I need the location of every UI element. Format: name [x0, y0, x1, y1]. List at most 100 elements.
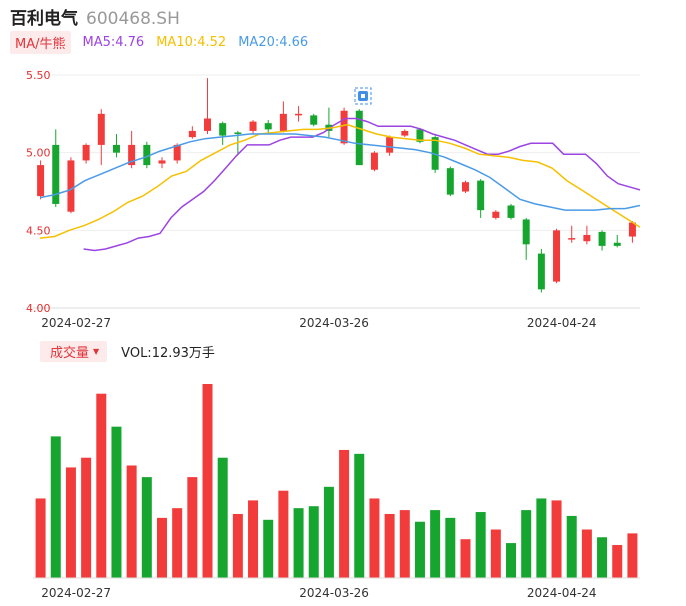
volume-bar — [172, 508, 183, 578]
volume-bar — [232, 513, 243, 578]
candle-body — [204, 118, 212, 131]
volume-bar — [202, 384, 213, 578]
candle-body — [613, 242, 621, 246]
candle-body — [386, 137, 394, 153]
y-tick-label: 4.50 — [26, 224, 51, 237]
candle-body — [249, 121, 257, 131]
event-marker-icon[interactable] — [354, 87, 372, 105]
price-grid — [33, 74, 640, 309]
volume-tab-label: 成交量 — [50, 345, 90, 361]
candle-body — [537, 253, 545, 290]
volume-bar — [460, 539, 471, 578]
volume-bar — [217, 457, 228, 578]
volume-bar — [354, 453, 365, 578]
candle-body — [128, 144, 136, 166]
volume-bar — [248, 500, 259, 578]
volume-bar — [156, 517, 167, 578]
volume-bar — [65, 467, 76, 578]
volume-bar — [50, 436, 61, 578]
candle-body — [461, 182, 469, 192]
stock-name: 百利电气 — [10, 9, 78, 29]
candle-body — [431, 137, 439, 170]
volume-indicator-tab[interactable]: 成交量 ▼ — [40, 340, 108, 362]
candle-body — [67, 160, 75, 212]
candle-body — [628, 222, 636, 237]
x-tick-label: 2024-04-24 — [527, 586, 597, 600]
x-tick-label: 2024-04-24 — [527, 316, 597, 330]
candle-body — [446, 168, 454, 195]
candle-body — [522, 219, 530, 245]
ma-indicator-tab[interactable]: MA/牛熊 — [10, 30, 71, 54]
ma10-line — [39, 123, 641, 239]
candle-body — [82, 144, 90, 161]
candle-body — [219, 123, 227, 136]
candle-body — [310, 115, 318, 125]
candle-body — [143, 144, 151, 166]
caret-down-icon: ▼ — [93, 346, 100, 356]
stock-code: 600468.SH — [86, 9, 180, 29]
x-tick-label: 2024-02-27 — [41, 586, 111, 600]
ma20-line — [39, 133, 641, 211]
volume-bar — [278, 490, 289, 578]
volume-bars — [33, 384, 640, 579]
volume-bar — [551, 500, 562, 578]
volume-bar — [126, 465, 137, 578]
volume-bar — [581, 529, 592, 578]
candle-body — [355, 110, 363, 166]
candle-body — [234, 132, 242, 135]
volume-bar — [612, 545, 623, 578]
y-tick-label: 4.00 — [26, 302, 51, 315]
candle-body — [37, 165, 45, 197]
candle-body — [598, 231, 606, 246]
candle-body — [188, 130, 196, 138]
volume-bar — [475, 512, 486, 578]
candle-body — [416, 129, 424, 142]
volume-bar — [445, 517, 456, 578]
x-tick-label: 2024-03-26 — [299, 586, 369, 600]
ma-legend: MA/牛熊 MA5:4.76 MA10:4.52 MA20:4.66 — [10, 30, 309, 54]
price-x-axis: 2024-02-27 2024-03-26 2024-04-24 — [41, 316, 596, 330]
stock-header: 百利电气 600468.SH — [10, 4, 180, 29]
moving-average-lines — [39, 117, 641, 252]
volume-legend: 成交量 ▼ VOL:12.93万手 — [40, 340, 215, 362]
volume-x-axis: 2024-02-27 2024-03-26 2024-04-24 — [41, 586, 596, 600]
price-y-axis: 5.50 5.00 4.50 4.00 — [26, 69, 51, 315]
volume-bar — [96, 393, 107, 578]
volume-bar — [111, 426, 122, 578]
candle-body — [492, 211, 500, 218]
candle-body — [583, 234, 591, 242]
ma20-label: MA20:4.66 — [238, 34, 309, 50]
volume-bar — [490, 529, 501, 578]
volume-bar — [141, 477, 152, 578]
y-tick-label: 5.50 — [26, 69, 51, 82]
candle-body — [295, 113, 303, 116]
candle-body — [158, 160, 166, 164]
candle-body — [97, 113, 105, 145]
candle-body — [477, 180, 485, 211]
candle-body — [401, 130, 409, 136]
candle-body — [553, 230, 561, 282]
candle-body — [568, 238, 576, 240]
ma5-label: MA5:4.76 — [82, 34, 145, 50]
volume-bar — [81, 457, 92, 578]
volume-bar — [369, 498, 380, 578]
x-tick-label: 2024-02-27 — [41, 316, 111, 330]
volume-bar — [35, 498, 46, 578]
volume-bar — [323, 486, 334, 578]
candle-body — [52, 144, 60, 204]
volume-bar — [293, 508, 304, 578]
volume-bar — [187, 477, 198, 578]
volume-bar — [399, 510, 410, 578]
volume-bar — [627, 533, 638, 578]
ma10-label: MA10:4.52 — [156, 34, 227, 50]
volume-bar — [597, 537, 608, 578]
candlesticks — [37, 78, 636, 293]
volume-bar — [263, 519, 274, 578]
volume-bar — [308, 506, 319, 578]
volume-bar — [566, 515, 577, 578]
x-tick-label: 2024-03-26 — [299, 316, 369, 330]
candle-body — [340, 110, 348, 144]
volume-value-label: VOL:12.93万手 — [121, 345, 215, 361]
volume-bar — [521, 510, 532, 578]
